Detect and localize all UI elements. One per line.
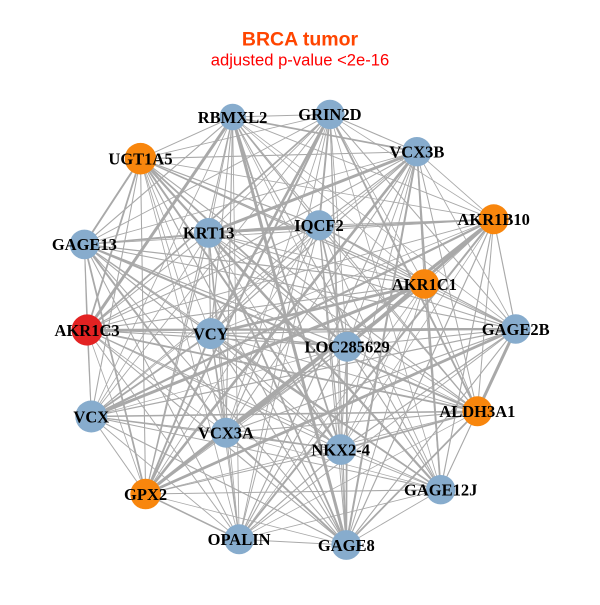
svg-text:RBMXL2: RBMXL2 xyxy=(198,108,268,127)
svg-text:GAGE8: GAGE8 xyxy=(318,536,375,555)
svg-text:NKX2-4: NKX2-4 xyxy=(311,440,370,459)
svg-text:IQCF2: IQCF2 xyxy=(294,216,344,235)
svg-text:AKR1C3: AKR1C3 xyxy=(55,321,120,340)
svg-text:VCX: VCX xyxy=(73,407,109,426)
svg-text:adjusted p-value <2e-16: adjusted p-value <2e-16 xyxy=(211,51,390,70)
svg-text:ALDH3A1: ALDH3A1 xyxy=(439,402,515,421)
svg-text:GRIN2D: GRIN2D xyxy=(298,105,361,124)
svg-text:GAGE2B: GAGE2B xyxy=(482,320,550,339)
svg-text:GPX2: GPX2 xyxy=(124,485,167,504)
svg-text:VCX3B: VCX3B xyxy=(389,143,444,162)
svg-text:AKR1C1: AKR1C1 xyxy=(392,275,457,294)
svg-text:BRCA tumor: BRCA tumor xyxy=(242,29,359,51)
svg-text:AKR1B10: AKR1B10 xyxy=(457,210,529,229)
svg-text:UGT1A5: UGT1A5 xyxy=(108,150,172,169)
svg-text:VCY: VCY xyxy=(193,324,229,343)
svg-text:LOC285629: LOC285629 xyxy=(304,338,389,357)
svg-text:GAGE12J: GAGE12J xyxy=(404,481,477,500)
svg-text:VCX3A: VCX3A xyxy=(198,424,254,443)
svg-text:KRT13: KRT13 xyxy=(183,224,235,243)
svg-text:GAGE13: GAGE13 xyxy=(52,235,117,254)
svg-text:OPALIN: OPALIN xyxy=(208,530,271,549)
